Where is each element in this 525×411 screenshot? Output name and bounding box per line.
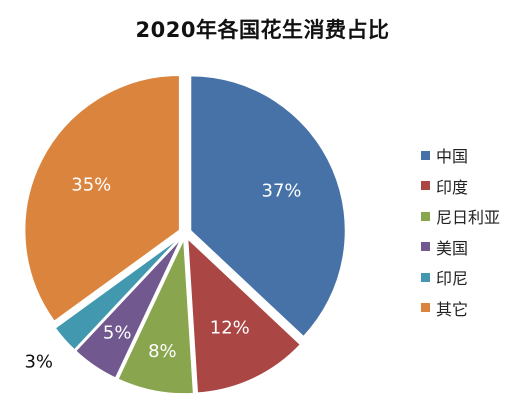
legend-item-indonesia: 印尼 [421, 262, 525, 293]
legend-item-nigeria: 尼日利亚 [421, 201, 525, 232]
legend-swatch-indonesia [421, 272, 430, 282]
slice-label-nigeria: 8% [148, 341, 177, 362]
slice-label-others: 35% [71, 175, 111, 196]
legend: 中国印度尼日利亚美国印尼其它 [421, 140, 525, 323]
legend-label-china: 中国 [436, 147, 469, 167]
legend-label-indonesia: 印尼 [436, 269, 469, 289]
pie-slice-indonesia [54, 236, 182, 352]
legend-label-usa: 美国 [436, 238, 469, 258]
legend-swatch-usa [421, 242, 430, 252]
pie-slice-india [186, 236, 302, 394]
pie-slices [23, 74, 347, 395]
legend-swatch-china [421, 150, 430, 160]
pie-slice-china [189, 74, 347, 338]
legend-item-others: 其它 [421, 293, 525, 324]
slice-label-china: 37% [262, 181, 302, 202]
legend-label-others: 其它 [436, 299, 469, 319]
legend-swatch-others [421, 303, 430, 313]
legend-item-usa: 美国 [421, 232, 525, 263]
legend-item-india: 印度 [421, 171, 525, 202]
pie-slice-others [23, 74, 181, 323]
pie-slice-usa [74, 237, 183, 380]
legend-item-china: 中国 [421, 140, 525, 171]
legend-label-nigeria: 尼日利亚 [436, 208, 501, 228]
slice-label-usa: 5% [103, 322, 132, 343]
legend-swatch-nigeria [421, 211, 430, 221]
legend-swatch-india [421, 181, 430, 191]
pie-labels: 37% 12% 8% 5% 3% 35% [24, 175, 301, 373]
chart-title: 2020年各国花生消费占比 [135, 18, 390, 42]
pie-slice-nigeria [116, 238, 195, 395]
legend-label-india: 印度 [436, 177, 469, 197]
slice-label-india: 12% [210, 318, 250, 339]
slice-label-indonesia: 3% [24, 351, 53, 372]
